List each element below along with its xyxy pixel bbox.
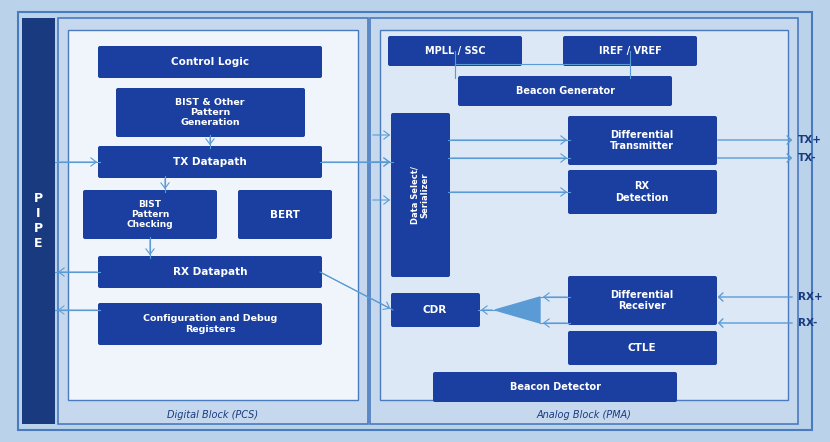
FancyBboxPatch shape: [458, 76, 672, 106]
Text: RX+: RX+: [798, 292, 823, 302]
FancyBboxPatch shape: [391, 113, 450, 277]
FancyBboxPatch shape: [391, 293, 480, 327]
Text: RX Datapath: RX Datapath: [173, 267, 247, 277]
Text: Digital Block (PCS): Digital Block (PCS): [168, 410, 259, 420]
Text: P
I
P
E: P I P E: [33, 192, 42, 250]
FancyBboxPatch shape: [380, 30, 788, 400]
FancyBboxPatch shape: [83, 190, 217, 239]
Text: IREF / VREF: IREF / VREF: [598, 46, 662, 56]
Text: RX
Detection: RX Detection: [615, 181, 669, 203]
Text: BIST
Pattern
Checking: BIST Pattern Checking: [127, 200, 173, 229]
Text: TX-: TX-: [798, 153, 817, 163]
FancyBboxPatch shape: [18, 12, 812, 430]
FancyBboxPatch shape: [238, 190, 332, 239]
FancyBboxPatch shape: [568, 276, 717, 325]
Text: Beacon Detector: Beacon Detector: [510, 382, 600, 392]
Text: Control Logic: Control Logic: [171, 57, 249, 67]
Text: TX+: TX+: [798, 135, 822, 145]
Text: Analog Block (PMA): Analog Block (PMA): [536, 410, 632, 420]
FancyBboxPatch shape: [116, 88, 305, 137]
FancyBboxPatch shape: [388, 36, 522, 66]
Polygon shape: [495, 297, 540, 323]
Text: Beacon Generator: Beacon Generator: [515, 86, 614, 96]
FancyBboxPatch shape: [22, 18, 55, 424]
FancyBboxPatch shape: [98, 303, 322, 345]
Text: TX Datapath: TX Datapath: [173, 157, 247, 167]
Text: MPLL / SSC: MPLL / SSC: [425, 46, 486, 56]
FancyBboxPatch shape: [68, 30, 358, 400]
FancyBboxPatch shape: [370, 18, 798, 424]
Text: BERT: BERT: [270, 210, 300, 220]
FancyBboxPatch shape: [433, 372, 677, 402]
Text: CTLE: CTLE: [627, 343, 657, 353]
FancyBboxPatch shape: [98, 256, 322, 288]
Text: CDR: CDR: [422, 305, 447, 315]
FancyBboxPatch shape: [58, 18, 368, 424]
Text: Data Select/
Serializer: Data Select/ Serializer: [410, 166, 430, 224]
Text: RX-: RX-: [798, 318, 818, 328]
Text: BIST & Other
Pattern
Generation: BIST & Other Pattern Generation: [175, 98, 245, 127]
FancyBboxPatch shape: [568, 170, 717, 214]
Text: Differential
Receiver: Differential Receiver: [610, 290, 674, 311]
FancyBboxPatch shape: [98, 146, 322, 178]
FancyBboxPatch shape: [568, 331, 717, 365]
Text: Configuration and Debug
Registers: Configuration and Debug Registers: [143, 314, 277, 334]
Text: Differential
Transmitter: Differential Transmitter: [610, 130, 674, 151]
FancyBboxPatch shape: [568, 116, 717, 165]
FancyBboxPatch shape: [563, 36, 697, 66]
FancyBboxPatch shape: [98, 46, 322, 78]
